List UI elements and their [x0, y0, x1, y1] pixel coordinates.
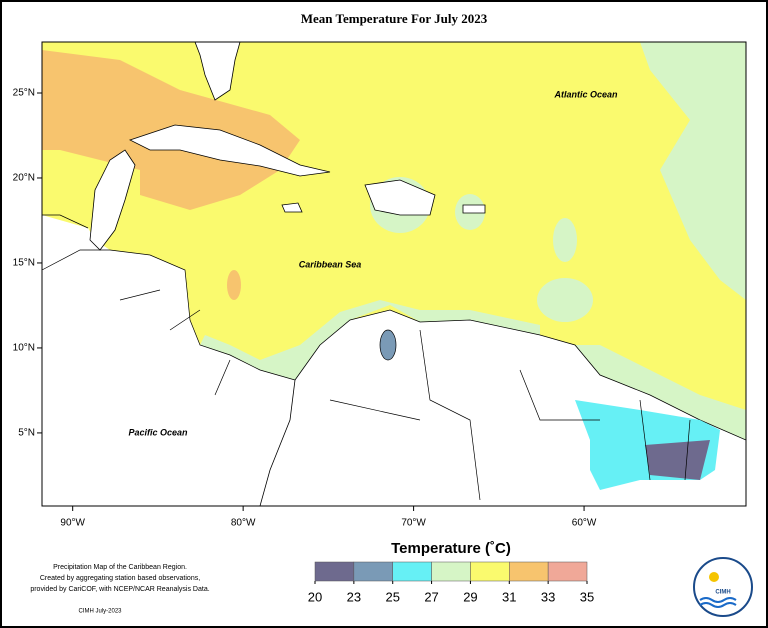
footer-line: Precipitation Map of the Caribbean Regio…	[53, 564, 187, 571]
logo-text: CIMH	[715, 590, 730, 596]
colorbar-tick-label: 27	[424, 589, 438, 604]
colorbar-segment	[547, 561, 588, 582]
colorbar-tick-label: 35	[580, 589, 594, 604]
colorbar-tick-label: 23	[347, 589, 361, 604]
colorbar-segment	[314, 561, 355, 582]
logo-sun	[709, 572, 719, 582]
colorbar-tick-label: 33	[541, 589, 555, 604]
map-title: Mean Temperature For July 2023	[301, 11, 488, 26]
place-label: Pacific Ocean	[128, 427, 188, 437]
colorbar-segment	[392, 561, 432, 582]
colorbar-segment	[431, 561, 471, 582]
colorbar-segment	[353, 561, 393, 582]
colorbar-segment	[470, 561, 510, 582]
x-tick-label: 70°W	[401, 518, 426, 529]
colorbar-tick-label: 31	[502, 589, 516, 604]
logo	[693, 557, 753, 617]
y-tick-label: 5°N	[18, 428, 35, 439]
legend-title: Temperature (˚C)	[391, 540, 511, 557]
footer-credit: CIMH July-2023	[78, 609, 122, 615]
map-field	[42, 42, 746, 506]
x-tick-label: 80°W	[231, 518, 256, 529]
footer-line: provided by CariCOF, with NCEP/NCAR Rean…	[30, 586, 209, 593]
footer-line: Created by aggregating station based obs…	[40, 575, 200, 582]
y-tick-label: 15°N	[13, 258, 35, 269]
place-label: Caribbean Sea	[299, 259, 362, 269]
colorbar-tick-label: 20	[308, 589, 322, 604]
colorbar-tick-label: 25	[385, 589, 399, 604]
y-tick-label: 10°N	[13, 343, 35, 354]
y-tick-label: 25°N	[13, 88, 35, 99]
y-tick-label: 20°N	[13, 173, 35, 184]
x-tick-label: 90°W	[60, 518, 85, 529]
map-frame	[41, 41, 747, 507]
colorbar-segment	[509, 561, 549, 582]
colorbar-tick-label: 29	[463, 589, 477, 604]
place-label: Atlantic Ocean	[553, 89, 618, 99]
x-tick-label: 60°W	[572, 518, 597, 529]
logo-waves	[699, 597, 737, 608]
